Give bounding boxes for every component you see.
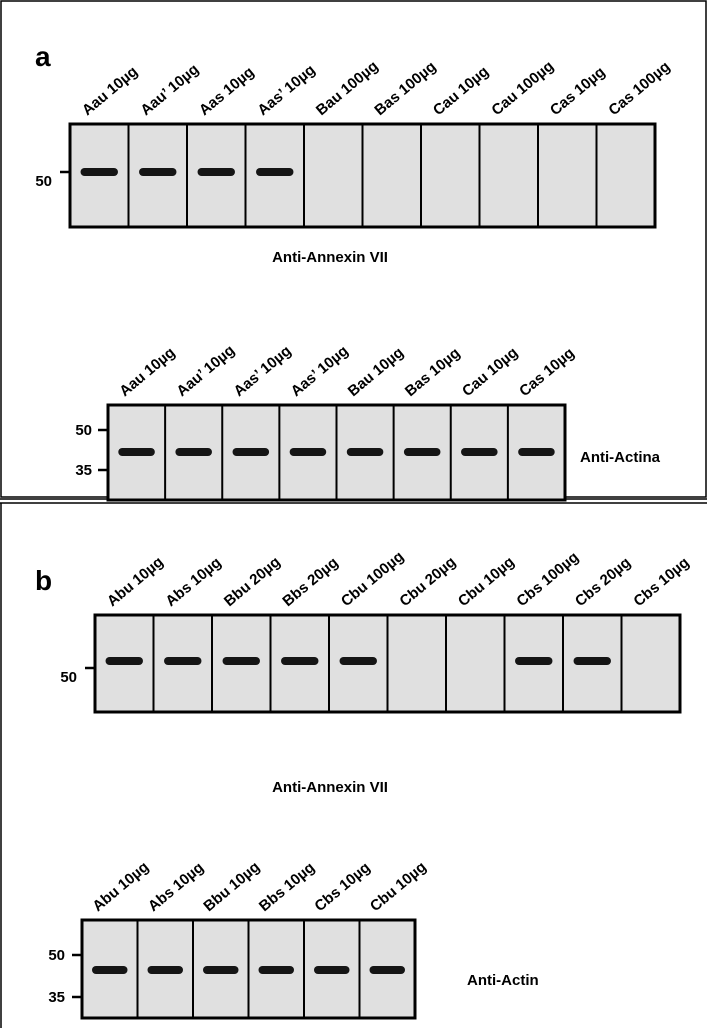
band <box>164 657 201 665</box>
band <box>369 966 405 974</box>
lane-label: Bbs 10µg <box>256 859 318 915</box>
band <box>258 966 294 974</box>
band <box>347 448 384 456</box>
band <box>203 966 239 974</box>
panel-letter: b <box>35 565 52 596</box>
lane-label: Cbs 10µg <box>630 554 692 610</box>
lane-label: Cbu 10µg <box>367 858 430 915</box>
lane-label: Bbu 10µg <box>200 858 263 915</box>
marker-label: 50 <box>35 173 52 190</box>
lane-label: Abu 10µg <box>104 553 167 610</box>
band <box>233 448 270 456</box>
band <box>256 168 293 176</box>
lane-label: Cbu 10µg <box>455 553 518 610</box>
lane-label: Cbs 10µg <box>311 859 373 915</box>
lane-label: Cas 10µg <box>547 63 609 119</box>
lane-label: Aau 10µg <box>79 63 141 119</box>
band <box>81 168 118 176</box>
lane-label: Bbu 20µg <box>221 553 284 610</box>
lane-label: Aau’ 10µg <box>137 61 202 119</box>
band <box>461 448 498 456</box>
marker-label: 35 <box>48 989 65 1006</box>
antibody-label: Anti-Actin <box>467 972 539 989</box>
figure: a b Aau 10µgAau’ 10µgAas 10µgAas’ 10µgBa… <box>0 0 707 1028</box>
lane-label: Aau’ 10µg <box>173 342 238 400</box>
lane-label: Bau 10µg <box>345 344 407 400</box>
band <box>340 657 377 665</box>
lane-label: Cas 10µg <box>516 344 578 400</box>
marker-label: 50 <box>48 947 65 964</box>
band <box>281 657 318 665</box>
lane-label: Aas 10µg <box>196 63 258 119</box>
lane-label: Cau 10µg <box>459 344 521 400</box>
band <box>290 448 327 456</box>
band <box>314 966 350 974</box>
band <box>92 966 128 974</box>
antibody-label: Anti-Annexin VII <box>272 779 388 796</box>
band <box>223 657 260 665</box>
lane-label: Aas’ 10µg <box>254 61 318 119</box>
antibody-label: Anti-Annexin VII <box>272 249 388 266</box>
lane-label: Abs 10µg <box>145 859 207 915</box>
band <box>515 657 552 665</box>
panel-letter: a <box>35 41 51 72</box>
lane-label: Cbs 20µg <box>572 554 634 610</box>
lane-label: Cas 100µg <box>605 58 673 119</box>
lane-label: Cau 100µg <box>488 58 557 119</box>
band <box>147 966 183 974</box>
lane-label: Abs 10µg <box>162 554 224 610</box>
marker-label: 50 <box>60 669 77 686</box>
band <box>198 168 235 176</box>
band <box>574 657 611 665</box>
lane-label: Aas’ 10µg <box>288 342 352 400</box>
band <box>518 448 555 456</box>
antibody-label: Anti-Actina <box>580 449 661 466</box>
lane-label: Cbu 100µg <box>338 548 407 610</box>
lane-label: Bbs 20µg <box>279 554 341 610</box>
lane-label: Abu 10µg <box>89 858 152 915</box>
band <box>118 448 155 456</box>
band <box>404 448 441 456</box>
lane-label: Cbs 100µg <box>513 549 582 610</box>
band <box>175 448 212 456</box>
marker-label: 35 <box>75 462 92 479</box>
lane-label: Bau 100µg <box>313 58 382 119</box>
lane-label: Bas 10µg <box>402 344 464 400</box>
lane-label: Cau 10µg <box>430 63 492 119</box>
marker-label: 50 <box>75 422 92 439</box>
lane-label: Aas’ 10µg <box>230 342 294 400</box>
lane-label: Aau 10µg <box>116 344 178 400</box>
lane-label: Bas 100µg <box>371 58 439 119</box>
band <box>106 657 143 665</box>
band <box>139 168 176 176</box>
